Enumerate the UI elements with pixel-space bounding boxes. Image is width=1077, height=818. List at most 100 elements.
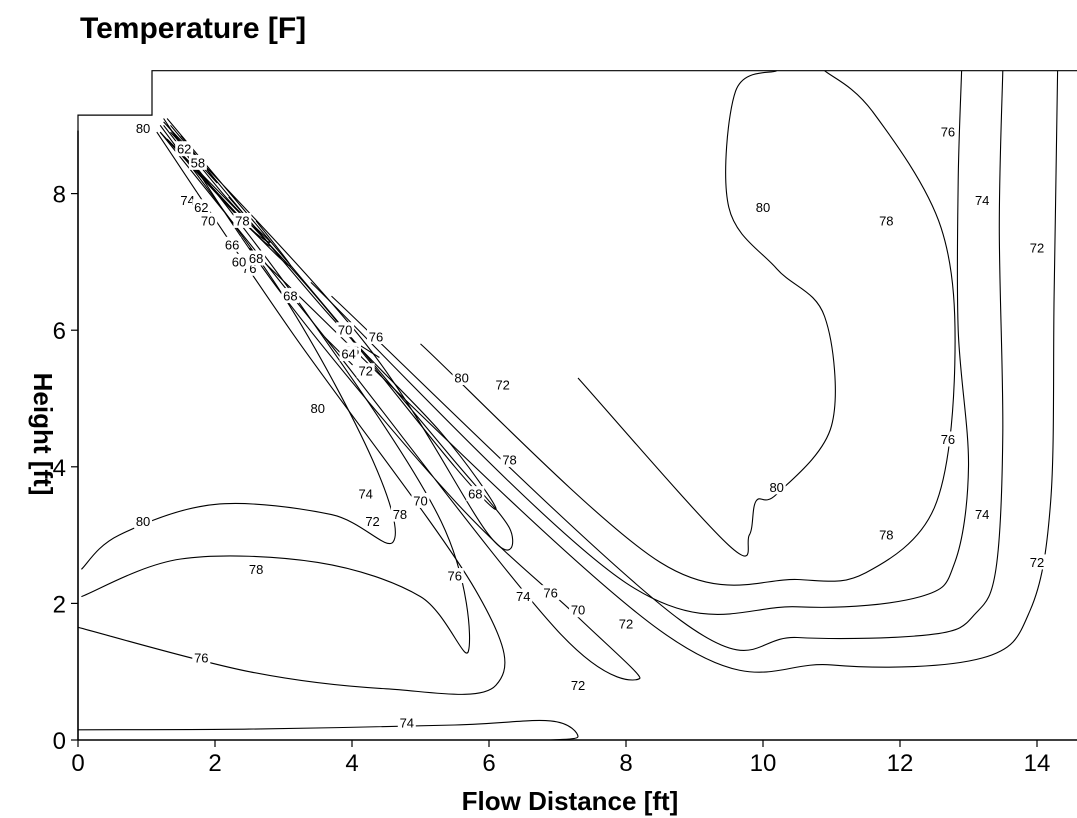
contour-label-74-9-0: 74 — [516, 589, 530, 604]
contour-label-76-2-2: 76 — [194, 651, 208, 666]
contour-label-70-5-1: 70 — [338, 323, 352, 338]
contour-label-bg — [514, 588, 533, 604]
contour-label-bg — [247, 561, 266, 577]
contour-label-bg — [356, 363, 375, 379]
contour-label-bg — [1028, 240, 1046, 256]
contour-label-bg — [411, 492, 430, 508]
contour-line-72-10 — [248, 70, 1059, 673]
contour-label-72-4-2: 72 — [365, 514, 379, 529]
contour-label-76-8-2: 76 — [941, 125, 955, 140]
contour-label-70-5-3: 70 — [571, 603, 585, 618]
contour-line-76-2 — [77, 131, 506, 695]
contour-label-78-1-0: 78 — [235, 213, 249, 228]
contour-label-62-11-1: 62 — [194, 200, 208, 215]
contour-label-72-10-3: 72 — [1030, 241, 1044, 256]
contour-label-bg — [336, 322, 355, 338]
contour-label-62-11-0: 62 — [177, 142, 191, 157]
contour-label-bg — [938, 124, 957, 140]
contour-label-bg — [229, 253, 248, 269]
contour-label-bg — [390, 506, 409, 522]
x-tick-label-0: 0 — [71, 750, 84, 777]
contour-label-bg — [175, 141, 194, 157]
x-tick-label-7: 14 — [1024, 750, 1051, 777]
contour-label-64-16-0: 64 — [341, 347, 355, 362]
contour-label-bg — [397, 714, 416, 730]
contour-label-72-4-0: 72 — [358, 364, 372, 379]
contour-label-80-0-0: 80 — [136, 121, 150, 136]
x-tick-label-2: 4 — [345, 750, 358, 777]
contour-label-bg — [134, 513, 153, 529]
contour-label-72-10-2: 72 — [1030, 555, 1044, 570]
contour-label-bg — [569, 677, 588, 693]
contour-label-bg — [308, 400, 327, 416]
contour-label-bg — [192, 199, 211, 215]
y-tick-label-0: 0 — [53, 728, 66, 755]
contour-label-58-12-0: 58 — [191, 155, 205, 170]
contour-line-66-14 — [173, 145, 291, 267]
contour-label-80-0-1: 80 — [311, 401, 325, 416]
contour-label-bg — [445, 568, 464, 584]
y-tick-label-4: 8 — [53, 182, 66, 209]
contour-label-68-13-1: 68 — [283, 289, 297, 304]
contour-label-74-3-1: 74 — [358, 487, 372, 502]
contour-label-72-10-1: 72 — [619, 616, 633, 631]
y-tick-label-1: 2 — [53, 591, 66, 618]
contour-label-bg — [493, 376, 512, 392]
domain-boundary — [77, 70, 1077, 740]
contour-label-bg — [134, 120, 153, 136]
contour-line-78-7 — [420, 70, 956, 586]
contour-label-72-10-0: 72 — [495, 377, 509, 392]
contour-label-80-6-1: 80 — [769, 480, 783, 495]
x-tick-label-4: 8 — [619, 750, 632, 777]
contour-line-76-17 — [351, 339, 380, 358]
contour-label-bg — [617, 615, 635, 631]
contour-line-60-15 — [194, 169, 271, 247]
contour-label-66-14-0: 66 — [225, 237, 239, 252]
contour-label-bg — [233, 212, 252, 228]
contour-label-68-13-0: 68 — [249, 251, 263, 266]
contour-label-78-7-2: 78 — [879, 213, 893, 228]
contour-lines — [77, 70, 1059, 741]
contour-label-bg — [363, 513, 382, 529]
contour-labels: 80 80 80 78 78 78 76 76 76 74 74 74 72 72 72 70 70 70 70 80… — [134, 120, 1046, 730]
contour-label-74-9-1: 74 — [975, 507, 989, 522]
contour-label-bg — [1028, 554, 1046, 570]
contour-label-76-17-0: 76 — [369, 330, 383, 345]
contour-label-bg — [877, 527, 896, 543]
contour-label-bg — [339, 346, 358, 362]
y-tick-label-3: 6 — [53, 318, 66, 345]
contour-label-bg — [500, 451, 519, 467]
contour-label-60-15-0: 60 — [232, 254, 246, 269]
x-tick-label-6: 12 — [887, 750, 914, 777]
x-axis-label: Flow Distance [ft] — [462, 786, 679, 816]
contour-label-bg — [973, 192, 992, 208]
contour-line-78-1 — [81, 124, 471, 654]
x-tick-label-5: 10 — [750, 750, 777, 777]
contour-label-bg — [938, 431, 957, 447]
domain-outline — [77, 70, 1077, 740]
contour-label-78-7-0: 78 — [502, 452, 516, 467]
contour-label-72-4-1: 72 — [571, 678, 585, 693]
contour-label-74-3-2: 74 — [180, 193, 194, 208]
chart-title: Temperature [F] — [80, 12, 307, 45]
contour-label-bg — [247, 250, 266, 266]
y-axis-label: Height [ft] — [28, 373, 58, 496]
contour-label-74-9-2: 74 — [975, 193, 989, 208]
contour-label-70-5-2: 70 — [413, 493, 427, 508]
x-tick-label-3: 6 — [482, 750, 495, 777]
contour-line-76-8 — [310, 70, 970, 615]
contour-label-74-3-0: 74 — [400, 715, 414, 730]
contour-label-bg — [754, 199, 772, 215]
contour-label-70-5-0: 70 — [201, 213, 215, 228]
contour-label-bg — [452, 370, 471, 386]
contour-line-74-9 — [331, 70, 1004, 651]
contour-label-68-13-2: 68 — [468, 487, 482, 502]
contour-label-76-8-0: 76 — [543, 586, 557, 601]
contour-label-76-2-1: 76 — [448, 569, 462, 584]
contour-label-78-7-1: 78 — [879, 528, 893, 543]
contour-label-78-1-1: 78 — [393, 507, 407, 522]
contour-label-bg — [541, 585, 560, 601]
contour-label-76-8-1: 76 — [941, 432, 955, 447]
